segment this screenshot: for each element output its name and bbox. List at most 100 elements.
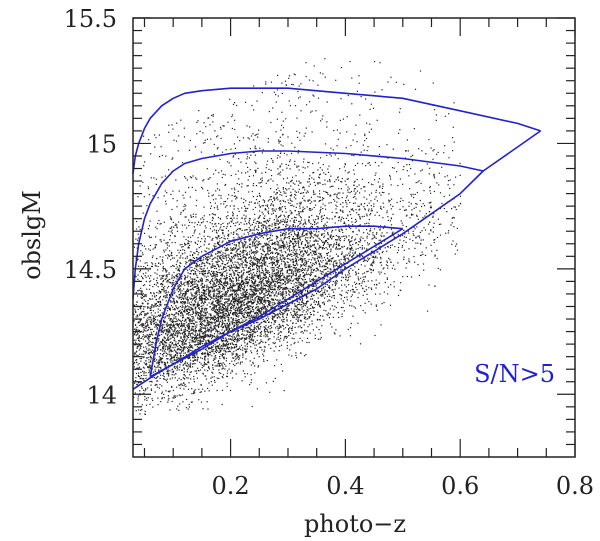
scatter-point	[148, 356, 150, 358]
scatter-point	[229, 267, 231, 269]
scatter-point	[421, 150, 423, 152]
scatter-point	[239, 338, 242, 340]
scatter-point	[182, 344, 184, 346]
scatter-point	[285, 218, 287, 220]
scatter-point	[333, 243, 335, 245]
scatter-point	[324, 183, 326, 185]
scatter-point	[200, 311, 202, 313]
scatter-point	[338, 229, 340, 231]
scatter-point	[204, 359, 206, 361]
scatter-point	[279, 310, 281, 312]
scatter-point	[352, 289, 354, 291]
scatter-point	[195, 205, 197, 207]
scatter-point	[187, 317, 189, 319]
scatter-point	[215, 328, 217, 331]
scatter-point	[336, 145, 338, 147]
scatter-point	[201, 270, 203, 272]
scatter-point	[289, 159, 291, 161]
scatter-point	[280, 301, 282, 303]
scatter-point	[329, 178, 331, 181]
scatter-point	[240, 222, 242, 224]
scatter-point	[136, 384, 138, 386]
scatter-point	[157, 346, 159, 348]
scatter-point	[177, 342, 179, 344]
scatter-point	[330, 238, 333, 240]
scatter-point	[229, 217, 232, 219]
scatter-point	[271, 278, 273, 280]
scatter-point	[286, 313, 288, 315]
scatter-point	[372, 232, 374, 234]
scatter-point	[338, 230, 340, 232]
scatter-point	[182, 347, 184, 349]
scatter-point	[283, 275, 285, 277]
scatter-point	[243, 327, 245, 329]
scatter-point	[200, 391, 202, 393]
scatter-point	[234, 344, 236, 346]
scatter-point	[213, 327, 215, 330]
scatter-point	[252, 251, 254, 253]
scatter-point	[242, 309, 245, 312]
scatter-point	[251, 296, 253, 298]
scatter-point	[249, 255, 252, 257]
scatter-point	[210, 335, 212, 337]
scatter-point	[282, 169, 284, 171]
scatter-point	[248, 191, 250, 193]
scatter-point	[321, 234, 323, 236]
scatter-point	[222, 274, 224, 276]
scatter-point	[235, 278, 238, 280]
scatter-point	[290, 344, 292, 346]
scatter-point	[310, 252, 312, 254]
scatter-point	[246, 307, 248, 309]
scatter-point	[286, 336, 288, 338]
scatter-point	[181, 350, 183, 352]
scatter-point	[138, 366, 141, 368]
scatter-point	[153, 319, 155, 321]
scatter-point	[257, 217, 259, 219]
scatter-point	[352, 202, 355, 204]
scatter-point	[359, 216, 361, 218]
scatter-point	[256, 296, 258, 298]
scatter-point	[203, 361, 205, 363]
scatter-point	[179, 339, 181, 342]
scatter-point	[259, 281, 261, 284]
scatter-point	[266, 247, 268, 249]
scatter-point	[217, 301, 219, 303]
scatter-point	[218, 240, 221, 242]
scatter-point	[375, 287, 377, 289]
scatter-point	[186, 335, 188, 337]
scatter-point	[315, 229, 318, 231]
scatter-point	[270, 257, 272, 259]
scatter-point	[322, 286, 325, 288]
scatter-point	[138, 226, 140, 228]
scatter-point	[174, 224, 176, 227]
scatter-point	[167, 362, 169, 364]
scatter-point	[296, 166, 298, 168]
scatter-point	[245, 250, 247, 252]
scatter-point	[376, 251, 378, 253]
scatter-point	[246, 333, 248, 335]
scatter-point	[371, 210, 373, 212]
scatter-point	[372, 259, 375, 261]
scatter-point	[316, 293, 318, 295]
scatter-point	[282, 178, 285, 180]
scatter-point	[297, 269, 299, 272]
scatter-point	[150, 265, 153, 267]
scatter-point	[228, 235, 230, 237]
scatter-point	[210, 381, 212, 383]
scatter-point	[292, 279, 295, 281]
scatter-point	[226, 292, 228, 294]
scatter-point	[229, 269, 231, 272]
scatter-point	[341, 276, 343, 278]
scatter-point	[178, 297, 180, 300]
scatter-point	[134, 328, 136, 330]
scatter-point	[251, 285, 254, 287]
scatter-point	[167, 347, 169, 349]
scatter-point	[232, 340, 234, 342]
scatter-point	[340, 218, 342, 220]
scatter-point	[334, 284, 337, 287]
scatter-point	[349, 244, 351, 246]
scatter-point	[291, 269, 293, 272]
scatter-point	[287, 324, 289, 327]
scatter-point	[214, 267, 216, 269]
scatter-point	[163, 344, 165, 346]
